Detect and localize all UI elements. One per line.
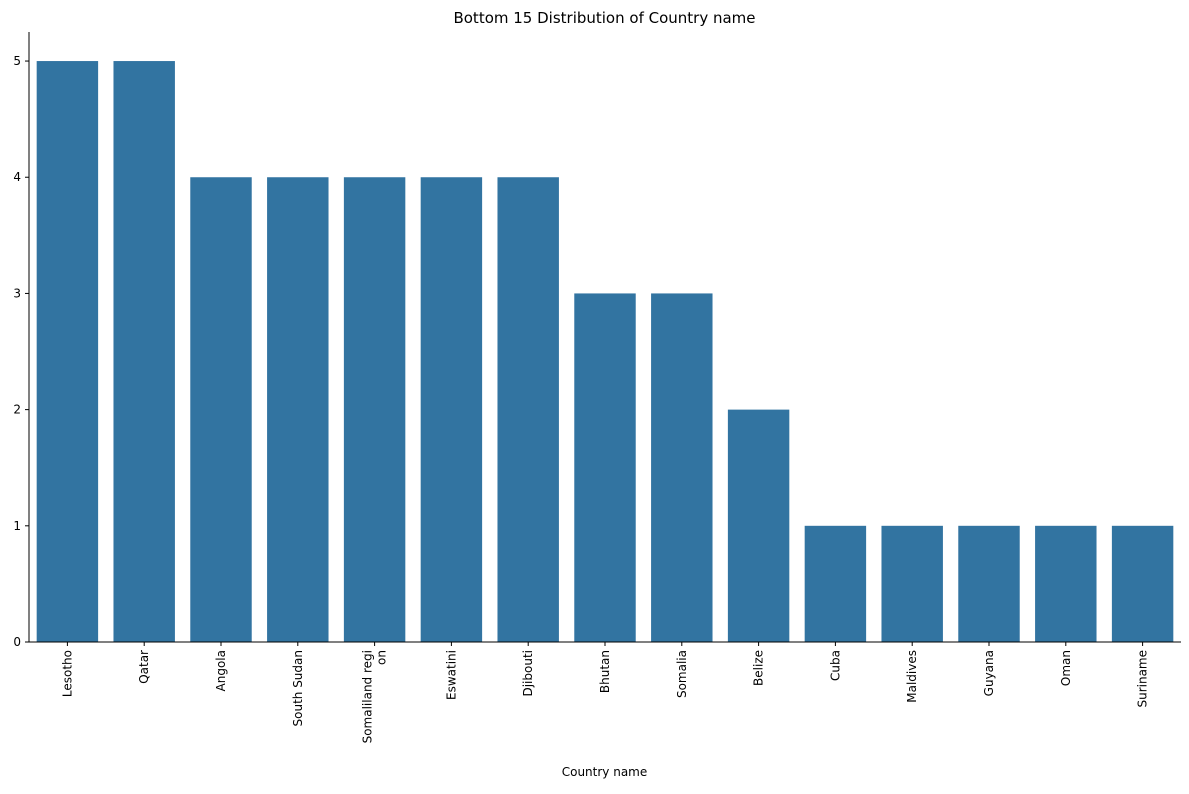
bar-guyana — [958, 525, 1020, 642]
bar-qatar — [113, 61, 175, 643]
bar-south-sudan — [267, 177, 329, 643]
x-tick-label: Djibouti — [521, 650, 535, 697]
x-tick-label: Suriname — [1136, 650, 1150, 708]
bar-oman — [1035, 525, 1097, 642]
x-tick-label: Somaliland region — [361, 650, 389, 743]
y-tick-label: 1 — [13, 519, 21, 533]
bars-layer — [36, 61, 1174, 643]
bar-lesotho — [36, 61, 99, 643]
bar-somalia — [651, 293, 713, 642]
bar-maldives — [881, 525, 943, 642]
bar-belize — [727, 409, 790, 642]
bar-suriname — [1111, 525, 1174, 642]
x-tick-label: Qatar — [137, 650, 151, 684]
ticks-layer: 0 1 2 3 4 5 Lesotho Qatar Angola South Sudan Somal… — [13, 54, 1149, 743]
bar-eswatini — [420, 177, 483, 643]
y-tick-label: 4 — [13, 170, 21, 184]
x-tick-label: Maldives — [905, 650, 919, 703]
bar-angola — [190, 177, 252, 643]
chart-title: Bottom 15 Distribution of Country name — [453, 9, 755, 27]
x-tick-label: Somalia — [675, 650, 689, 698]
y-tick-label: 3 — [13, 286, 21, 300]
y-tick-label: 2 — [13, 403, 21, 417]
x-tick-label: Lesotho — [60, 650, 74, 697]
x-tick-label: Eswatini — [444, 650, 458, 700]
bar-djibouti — [497, 177, 559, 643]
y-tick-label: 0 — [13, 635, 21, 649]
bar-cuba — [804, 525, 867, 642]
y-tick-label: 5 — [13, 54, 21, 68]
x-tick-label: Belize — [752, 650, 766, 686]
x-tick-label: Bhutan — [598, 650, 612, 693]
x-tick-label: Oman — [1059, 650, 1073, 686]
bar-somaliland-regi-on — [343, 177, 406, 643]
x-tick-label: South Sudan — [291, 650, 305, 727]
x-tick-label: Angola — [214, 650, 228, 691]
x-tick-label: Guyana — [982, 650, 996, 696]
bar-bhutan — [574, 293, 636, 642]
x-axis-label: Country name — [562, 765, 648, 779]
x-tick-label: Cuba — [828, 650, 842, 681]
